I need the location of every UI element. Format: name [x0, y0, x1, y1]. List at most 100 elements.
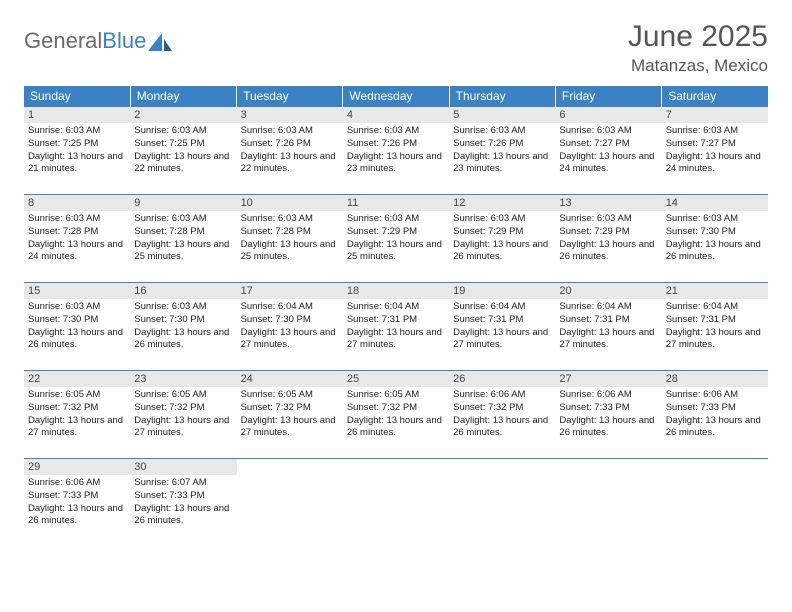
- sunrise-line: Sunrise: 6:06 AM: [559, 389, 657, 402]
- sunrise-line: Sunrise: 6:05 AM: [347, 389, 445, 402]
- title-block: June 2025 Matanzas, Mexico: [628, 20, 768, 76]
- calendar-day-cell: 1Sunrise: 6:03 AMSunset: 7:25 PMDaylight…: [24, 107, 130, 195]
- calendar-day-cell: 22Sunrise: 6:05 AMSunset: 7:32 PMDayligh…: [24, 371, 130, 459]
- sunrise-line: Sunrise: 6:03 AM: [453, 213, 551, 226]
- daylight-line: Daylight: 13 hours and 25 minutes.: [241, 239, 339, 265]
- day-number: 4: [343, 107, 449, 123]
- sunrise-line: Sunrise: 6:07 AM: [134, 477, 232, 490]
- daylight-line: Daylight: 13 hours and 26 minutes.: [666, 239, 764, 265]
- daylight-line: Daylight: 13 hours and 26 minutes.: [559, 239, 657, 265]
- day-header: Friday: [555, 86, 661, 107]
- sunrise-line: Sunrise: 6:05 AM: [241, 389, 339, 402]
- day-number: 20: [555, 283, 661, 299]
- sunset-line: Sunset: 7:31 PM: [559, 314, 657, 327]
- logo: GeneralBlue: [24, 28, 172, 54]
- sunrise-line: Sunrise: 6:03 AM: [666, 125, 764, 138]
- day-header: Sunday: [24, 86, 130, 107]
- sunset-line: Sunset: 7:27 PM: [666, 138, 764, 151]
- day-number: 9: [130, 195, 236, 211]
- sunset-line: Sunset: 7:32 PM: [347, 402, 445, 415]
- calendar-day-cell: 3Sunrise: 6:03 AMSunset: 7:26 PMDaylight…: [237, 107, 343, 195]
- calendar-day-cell: 20Sunrise: 6:04 AMSunset: 7:31 PMDayligh…: [555, 283, 661, 371]
- calendar-day-cell: 2 Sunrise: 6:03 AMSunset: 7:25 PMDaylight…: [130, 107, 236, 195]
- sunset-line: Sunset: 7:25 PM: [28, 138, 126, 151]
- logo-text-blue: Blue: [102, 28, 146, 54]
- calendar-week-row: 1Sunrise: 6:03 AMSunset: 7:25 PMDaylight…: [24, 107, 768, 195]
- day-number: 16: [130, 283, 236, 299]
- day-number: 17: [237, 283, 343, 299]
- day-number: 21: [662, 283, 768, 299]
- sunrise-line: Sunrise: 6:03 AM: [453, 125, 551, 138]
- sunset-line: Sunset: 7:25 PM: [134, 138, 232, 151]
- sunset-line: Sunset: 7:29 PM: [559, 226, 657, 239]
- calendar-day-cell: 4Sunrise: 6:03 AMSunset: 7:26 PMDaylight…: [343, 107, 449, 195]
- day-header: Wednesday: [343, 86, 449, 107]
- daylight-line: Daylight: 13 hours and 27 minutes.: [559, 327, 657, 353]
- sunset-line: Sunset: 7:26 PM: [241, 138, 339, 151]
- calendar-empty-cell: [449, 459, 555, 547]
- daylight-line: Daylight: 13 hours and 26 minutes.: [453, 239, 551, 265]
- day-number: 25: [343, 371, 449, 387]
- sunset-line: Sunset: 7:28 PM: [241, 226, 339, 239]
- day-number: 15: [24, 283, 130, 299]
- sunset-line: Sunset: 7:30 PM: [666, 226, 764, 239]
- sunset-line: Sunset: 7:28 PM: [28, 226, 126, 239]
- calendar-day-cell: 28Sunrise: 6:06 AMSunset: 7:33 PMDayligh…: [662, 371, 768, 459]
- calendar-empty-cell: [555, 459, 661, 547]
- sunset-line: Sunset: 7:31 PM: [453, 314, 551, 327]
- daylight-line: Daylight: 13 hours and 23 minutes.: [453, 151, 551, 177]
- daylight-line: Daylight: 13 hours and 24 minutes.: [666, 151, 764, 177]
- daylight-line: Daylight: 13 hours and 27 minutes.: [134, 415, 232, 441]
- day-number: 6: [555, 107, 661, 123]
- day-number: 10: [237, 195, 343, 211]
- calendar-table: Sunday Monday Tuesday Wednesday Thursday…: [24, 86, 768, 547]
- calendar-day-cell: 6Sunrise: 6:03 AMSunset: 7:27 PMDaylight…: [555, 107, 661, 195]
- day-number: 2: [130, 107, 236, 123]
- daylight-line: Daylight: 13 hours and 26 minutes.: [134, 327, 232, 353]
- sunrise-line: Sunrise: 6:04 AM: [241, 301, 339, 314]
- day-number: 1: [24, 107, 130, 123]
- daylight-line: Daylight: 13 hours and 27 minutes.: [241, 415, 339, 441]
- daylight-line: Daylight: 13 hours and 27 minutes.: [453, 327, 551, 353]
- daylight-line: Daylight: 13 hours and 26 minutes.: [559, 415, 657, 441]
- calendar-day-cell: 13Sunrise: 6:03 AMSunset: 7:29 PMDayligh…: [555, 195, 661, 283]
- day-number: 18: [343, 283, 449, 299]
- sunrise-line: Sunrise: 6:03 AM: [134, 301, 232, 314]
- sunrise-line: Sunrise: 6:03 AM: [666, 213, 764, 226]
- month-title: June 2025: [628, 20, 768, 54]
- daylight-line: Daylight: 13 hours and 22 minutes.: [134, 151, 232, 177]
- day-header: Thursday: [449, 86, 555, 107]
- sunrise-line: Sunrise: 6:03 AM: [134, 125, 232, 138]
- day-number: 23: [130, 371, 236, 387]
- day-number: 12: [449, 195, 555, 211]
- sunrise-line: Sunrise: 6:03 AM: [28, 125, 126, 138]
- day-number: 7: [662, 107, 768, 123]
- day-number: 29: [24, 459, 130, 475]
- logo-sail-icon: [148, 33, 172, 51]
- day-header: Saturday: [662, 86, 768, 107]
- calendar-day-cell: 24Sunrise: 6:05 AMSunset: 7:32 PMDayligh…: [237, 371, 343, 459]
- calendar-body: 1Sunrise: 6:03 AMSunset: 7:25 PMDaylight…: [24, 107, 768, 547]
- sunset-line: Sunset: 7:30 PM: [28, 314, 126, 327]
- calendar-day-cell: 30Sunrise: 6:07 AMSunset: 7:33 PMDayligh…: [130, 459, 236, 547]
- day-number: 8: [24, 195, 130, 211]
- calendar-day-cell: 27Sunrise: 6:06 AMSunset: 7:33 PMDayligh…: [555, 371, 661, 459]
- sunset-line: Sunset: 7:30 PM: [134, 314, 232, 327]
- day-number: 3: [237, 107, 343, 123]
- daylight-line: Daylight: 13 hours and 26 minutes.: [134, 503, 232, 529]
- sunset-line: Sunset: 7:33 PM: [134, 490, 232, 503]
- daylight-line: Daylight: 13 hours and 25 minutes.: [347, 239, 445, 265]
- day-number: 5: [449, 107, 555, 123]
- calendar-week-row: 29Sunrise: 6:06 AMSunset: 7:33 PMDayligh…: [24, 459, 768, 547]
- sunrise-line: Sunrise: 6:04 AM: [347, 301, 445, 314]
- sunset-line: Sunset: 7:27 PM: [559, 138, 657, 151]
- sunset-line: Sunset: 7:32 PM: [28, 402, 126, 415]
- calendar-empty-cell: [343, 459, 449, 547]
- sunset-line: Sunset: 7:33 PM: [28, 490, 126, 503]
- daylight-line: Daylight: 13 hours and 22 minutes.: [241, 151, 339, 177]
- day-number: 28: [662, 371, 768, 387]
- day-number: 27: [555, 371, 661, 387]
- calendar-day-cell: 14Sunrise: 6:03 AMSunset: 7:30 PMDayligh…: [662, 195, 768, 283]
- sunset-line: Sunset: 7:29 PM: [453, 226, 551, 239]
- sunrise-line: Sunrise: 6:03 AM: [347, 213, 445, 226]
